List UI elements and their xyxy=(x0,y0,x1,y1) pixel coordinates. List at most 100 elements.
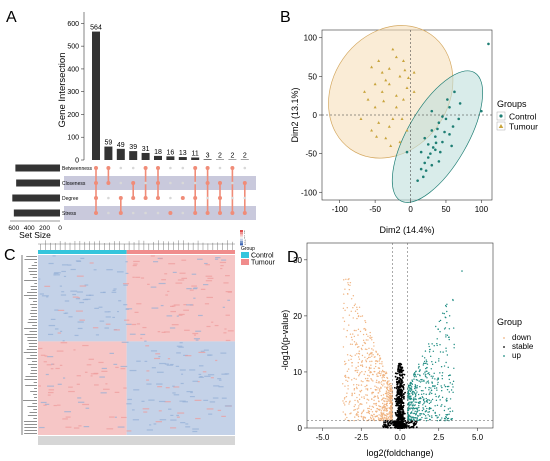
d-point-down xyxy=(347,278,349,281)
d-point-up xyxy=(408,406,410,408)
d-point-down xyxy=(359,372,361,374)
d-point-up xyxy=(434,414,437,417)
d-point-down xyxy=(376,389,378,391)
d-point-down xyxy=(349,354,352,357)
d-point-up xyxy=(427,411,429,413)
d-point-up xyxy=(423,402,425,405)
b-point-tumour xyxy=(387,124,391,128)
d-point-down xyxy=(371,351,373,354)
d-point-stable xyxy=(384,419,387,422)
c-heat-cell xyxy=(173,386,180,388)
c-heat-cell xyxy=(116,271,124,273)
d-point-down xyxy=(364,370,367,373)
d-point-up xyxy=(436,404,439,406)
c-heat-cell xyxy=(192,430,198,433)
d-y-tick-label: 10 xyxy=(293,368,302,377)
d-point-stable xyxy=(408,421,411,424)
d-point-down xyxy=(353,377,355,380)
b-point-control xyxy=(426,143,430,146)
d-point-up xyxy=(409,401,411,403)
a-bar-label: 3 xyxy=(206,152,210,159)
c-heat-cell xyxy=(172,385,175,387)
a-matrix-dot-on xyxy=(131,181,136,185)
d-point-up xyxy=(433,372,435,375)
d-point-down xyxy=(379,357,382,359)
d-point-down xyxy=(360,403,362,405)
b-point-tumour xyxy=(366,97,370,101)
d-point-up xyxy=(418,409,420,412)
c-heat-cell xyxy=(113,329,120,331)
c-heat-cell xyxy=(125,272,129,275)
c-heat-cell xyxy=(166,364,173,366)
legend-swatch-tumour xyxy=(241,259,249,265)
d-point-stable xyxy=(395,372,398,375)
legend-swatch-control xyxy=(241,252,249,258)
c-heat-cell xyxy=(182,401,188,403)
d-point-up xyxy=(436,338,438,340)
a-matrix-dot-on xyxy=(94,181,98,185)
d-point-down xyxy=(385,417,387,419)
d-point-down xyxy=(366,398,368,401)
d-point-down xyxy=(388,383,391,385)
d-point-down xyxy=(387,384,389,386)
d-point-down xyxy=(385,372,387,375)
legend-label-control: Control xyxy=(509,112,537,122)
d-point-up xyxy=(448,413,450,415)
legend-label-down: down xyxy=(512,333,531,342)
d-point-stable xyxy=(404,391,406,394)
c-heat-cell xyxy=(41,295,49,297)
d-point-up xyxy=(430,392,433,395)
c-column-labels xyxy=(38,436,235,445)
c-heat-cell xyxy=(221,259,227,261)
d-point-down xyxy=(345,362,347,365)
b-point-tumour xyxy=(394,94,398,97)
d-point-down xyxy=(381,361,383,363)
c-heat-cell xyxy=(189,369,196,371)
c-heat-cell xyxy=(77,327,83,330)
c-heat-cell xyxy=(68,316,73,318)
d-point-up xyxy=(409,416,412,418)
c-heat-cell xyxy=(39,293,44,295)
d-point-down xyxy=(353,341,356,343)
d-point-down xyxy=(358,398,361,401)
d-point-up xyxy=(407,397,409,399)
d-point-down xyxy=(360,380,363,382)
d-point-up xyxy=(441,374,443,377)
d-point-down xyxy=(358,346,360,348)
d-point-down xyxy=(372,391,375,394)
d-point-up xyxy=(410,382,412,384)
c-heat-cell xyxy=(39,426,45,429)
b-point-tumour xyxy=(412,70,416,74)
d-point-up xyxy=(426,363,429,365)
c-color-scale-label: 0 xyxy=(244,238,246,240)
d-point-up xyxy=(453,343,455,346)
d-point-down xyxy=(352,317,354,319)
d-point-down xyxy=(386,410,388,412)
d-point-down xyxy=(357,411,359,413)
d-point-up xyxy=(426,360,428,363)
c-heat-cell xyxy=(146,383,152,385)
d-point-down xyxy=(373,345,375,347)
d-point-stable xyxy=(400,380,403,382)
d-point-up xyxy=(407,384,410,387)
d-point-up xyxy=(424,371,426,373)
c-heat-cell xyxy=(222,306,225,308)
a-matrix-dot-off xyxy=(218,166,222,170)
c-heat-cell xyxy=(225,339,231,342)
d-point-down xyxy=(367,410,370,412)
c-heat-cell xyxy=(127,398,132,401)
d-point-down xyxy=(385,408,387,410)
d-point-up xyxy=(449,382,451,384)
d-point-down xyxy=(370,408,372,411)
c-heat-cell xyxy=(94,384,99,386)
d-point-down xyxy=(357,369,359,372)
a-matrix-dot-on xyxy=(94,166,98,170)
c-heat-cell xyxy=(54,274,60,276)
d-point-down xyxy=(387,413,389,416)
c-heat-cell xyxy=(121,416,127,419)
b-point-control xyxy=(431,146,435,149)
d-point-stable xyxy=(396,386,398,389)
d-point-up xyxy=(413,407,416,410)
c-heat-cell xyxy=(172,271,177,274)
d-point-down xyxy=(356,346,359,348)
